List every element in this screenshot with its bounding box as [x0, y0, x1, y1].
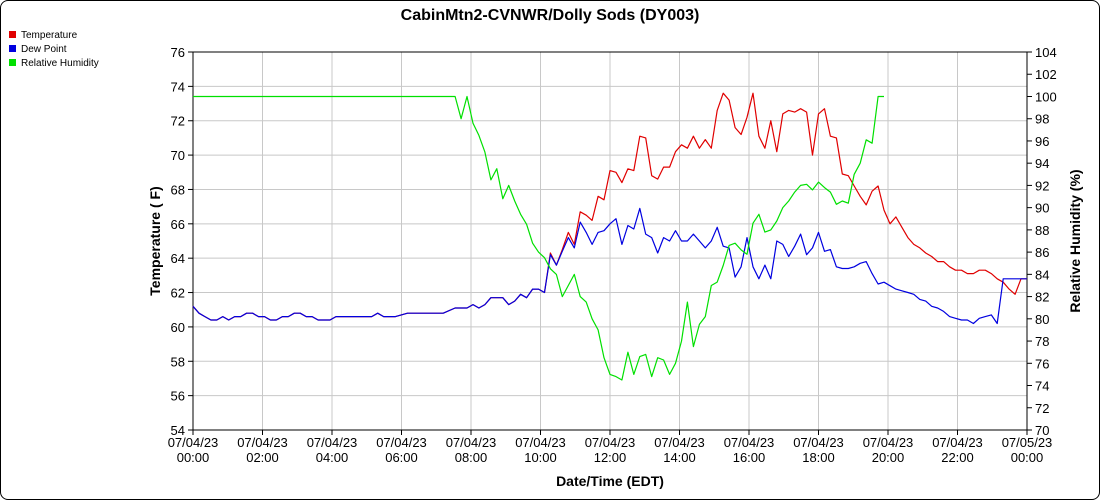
x-tick-label-date: 07/04/23	[446, 435, 497, 450]
y-left-tick-label: 62	[171, 286, 185, 301]
x-tick-label-time: 14:00	[663, 450, 696, 465]
y-right-tick-label: 84	[1035, 267, 1049, 282]
x-tick-label-date: 07/04/23	[376, 435, 427, 450]
x-tick-label-date: 07/04/23	[585, 435, 636, 450]
legend-label-relative-humidity: Relative Humidity	[21, 58, 99, 69]
y-left-tick-label: 58	[171, 354, 185, 369]
y-right-tick-label: 92	[1035, 178, 1049, 193]
x-tick-label-date: 07/04/23	[654, 435, 705, 450]
y-left-tick-label: 68	[171, 182, 185, 197]
legend-item-temperature[interactable]: Temperature	[9, 30, 78, 41]
x-tick-label-time: 22:00	[941, 450, 974, 465]
x-tick-label-time: 02:00	[246, 450, 279, 465]
x-tick-label-date: 07/04/23	[237, 435, 288, 450]
y-left-tick-label: 64	[171, 251, 185, 266]
x-tick-label-time: 20:00	[872, 450, 905, 465]
y-left-tick-label: 66	[171, 217, 185, 232]
x-tick-label-time: 12:00	[594, 450, 627, 465]
x-tick-label-date: 07/04/23	[863, 435, 914, 450]
y-left-tick-label: 54	[171, 423, 185, 438]
x-tick-label-date: 07/04/23	[932, 435, 983, 450]
legend-swatch-temperature	[9, 31, 16, 38]
legend-swatch-dew-point	[9, 45, 16, 52]
x-tick-label-time: 08:00	[455, 450, 488, 465]
y-right-tick-label: 74	[1035, 379, 1049, 394]
y-right-tick-label: 88	[1035, 223, 1049, 238]
x-tick-label-time: 16:00	[733, 450, 766, 465]
y-right-tick-label: 96	[1035, 134, 1049, 149]
y-right-tick-label: 94	[1035, 156, 1049, 171]
y-axis-right-title: Relative Humidity (%)	[1067, 169, 1083, 312]
chart-title: CabinMtn2-CVNWR/Dolly Sods (DY003)	[401, 7, 700, 24]
y-right-tick-label: 78	[1035, 334, 1049, 349]
y-right-tick-label: 72	[1035, 401, 1049, 416]
legend-label-dew-point: Dew Point	[21, 44, 67, 55]
x-tick-label-time: 00:00	[177, 450, 210, 465]
y-right-tick-label: 70	[1035, 423, 1049, 438]
y-right-tick-label: 76	[1035, 356, 1049, 371]
y-right-tick-label: 86	[1035, 245, 1049, 260]
y-axis-left-title: Temperature ( F)	[147, 186, 163, 295]
legend-label-temperature: Temperature	[21, 30, 78, 41]
x-tick-label-time: 10:00	[524, 450, 557, 465]
legend-swatch-relative-humidity	[9, 59, 16, 66]
y-right-tick-label: 80	[1035, 312, 1049, 327]
x-tick-label-time: 18:00	[802, 450, 835, 465]
legend: Temperature Dew Point Relative Humidity	[9, 30, 99, 69]
x-tick-label-date: 07/04/23	[307, 435, 358, 450]
y-left-tick-label: 74	[171, 79, 185, 94]
series-line-dew-point	[192, 207, 1027, 325]
y-right-tick-label: 104	[1035, 45, 1057, 60]
y-right-tick-label: 98	[1035, 112, 1049, 127]
x-tick-label-time: 04:00	[316, 450, 349, 465]
y-left-tick-label: 60	[171, 320, 185, 335]
x-axis-title: Date/Time (EDT)	[556, 473, 664, 489]
x-tick-label-date: 07/04/23	[168, 435, 219, 450]
x-tick-label-date: 07/04/23	[724, 435, 775, 450]
y-right-tick-label: 82	[1035, 290, 1049, 305]
x-tick-label-date: 07/05/23	[1002, 435, 1053, 450]
x-tick-label-time: 00:00	[1011, 450, 1044, 465]
x-tick-label-date: 07/04/23	[793, 435, 844, 450]
y-right-tick-label: 90	[1035, 201, 1049, 216]
series-layer	[192, 92, 1027, 381]
y-left-tick-label: 56	[171, 389, 185, 404]
legend-item-dew-point[interactable]: Dew Point	[9, 44, 67, 55]
y-left-tick-label: 76	[171, 45, 185, 60]
x-tick-label-date: 07/04/23	[515, 435, 566, 450]
y-left-tick-label: 72	[171, 114, 185, 129]
y-right-tick-label: 100	[1035, 89, 1057, 104]
series-line-relative-humidity	[193, 95, 884, 381]
y-left-tick-label: 70	[171, 148, 185, 163]
legend-item-relative-humidity[interactable]: Relative Humidity	[9, 58, 99, 69]
x-tick-label-time: 06:00	[385, 450, 418, 465]
axis-layer: 54 56 58 60 62 64 66 68 70 72 74 76 70 72 74 76 78 80 82 84…	[168, 45, 1057, 465]
y-right-tick-label: 102	[1035, 67, 1057, 82]
